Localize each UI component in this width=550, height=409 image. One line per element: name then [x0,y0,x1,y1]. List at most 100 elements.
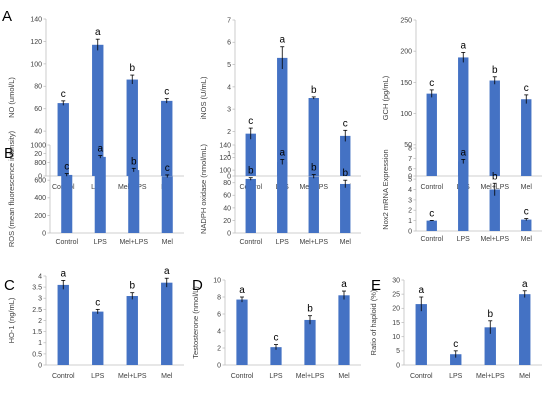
y-tick-label: 600 [34,178,46,185]
y-tick-label: 3 [227,107,231,114]
y-tick-label: 8 [217,294,221,301]
significance-label: a [95,27,101,38]
significance-label: b [311,85,317,96]
bar [450,354,462,365]
category-label: LPS [94,239,108,246]
y-tick-label: 80 [34,84,42,91]
y-tick-label: 0 [408,228,412,235]
category-label: Control [55,239,78,246]
bar [489,189,500,231]
significance-label: b [129,281,135,292]
y-tick-label: 3.5 [32,285,42,292]
y-tick-label: 6 [217,311,221,318]
y-tick-label: 0 [42,230,46,237]
bar [161,282,173,365]
category-label: Mel+LPS [480,236,509,243]
significance-label: b [492,65,498,76]
chart-nadph: 0 20 40 60 80 100 120 140 NADPH oxidase (nmol/mL… [199,142,361,246]
significance-label: b [487,309,493,320]
y-tick-label: 0 [396,362,400,369]
significance-label: a [460,147,466,158]
bar [458,161,469,231]
y-tick-label: 10 [392,334,400,341]
y-tick-label: 60 [34,106,42,113]
bar [340,135,351,176]
y-tick-label: 140 [30,16,42,23]
significance-label: c [524,207,529,218]
panel-letter-c: C [4,277,15,294]
significance-label: b [307,304,313,315]
bar [304,319,316,365]
bar [92,44,104,176]
y-tick-label: 25 [392,292,400,299]
y-tick-label: 4 [38,273,42,280]
significance-label: b [131,156,137,167]
chart-haploid: 0 5 10 15 20 25 30 Ratio of haploid (%) a Control… [369,277,542,380]
y-tick-label: 100 [30,61,42,68]
category-label: Mel [340,239,352,246]
y-tick-label: 100 [400,111,412,118]
category-label: Control [410,373,433,380]
y-tick-label: 1000 [30,142,46,149]
bar [277,161,288,233]
y-tick-label: 250 [400,17,412,24]
y-axis-title: Ratio of haploid (%) [369,289,378,355]
bar [340,183,351,233]
significance-label: a [279,35,285,46]
y-tick-label: 2 [408,208,412,215]
category-label: LPS [276,239,290,246]
category-label: Mel [338,373,350,380]
panel-letter-d: D [192,277,203,294]
bar [126,79,138,176]
y-tick-label: 200 [400,49,412,56]
bar [161,176,173,233]
category-label: Mel+LPS [476,373,505,380]
y-tick-label: 120 [219,155,231,162]
y-tick-label: 400 [34,195,46,202]
y-tick-label: 1 [38,340,42,347]
y-tick-label: 20 [223,218,231,225]
panel-letter-a: A [2,8,12,25]
y-tick-label: 20 [392,306,400,313]
y-axis-title: Nox2 mRNA Expression [381,149,390,229]
y-tick-label: 200 [34,213,46,220]
y-tick-label: 0 [38,362,42,369]
significance-label: c [274,333,279,344]
y-tick-label: 100 [219,168,231,175]
significance-label: c [61,89,66,100]
y-tick-label: 80 [223,180,231,187]
bar [61,174,73,233]
significance-label: c [453,339,458,350]
y-axis-title: ROS (mean fluorescence intensity) [7,130,16,247]
y-tick-label: 5 [396,348,400,355]
y-tick-label: 8 [408,145,412,152]
bar [57,284,69,365]
bar [94,156,106,233]
significance-label: c [343,118,348,129]
y-tick-label: 800 [34,160,46,167]
chart-ros: 0 200 400 600 800 1000 ROS (mean fluorescence … [7,130,184,247]
y-tick-label: 30 [392,277,400,284]
y-tick-label: 0 [227,230,231,237]
bar [426,93,437,176]
category-label: Control [239,239,262,246]
bar [521,219,532,231]
significance-label: a [279,147,285,158]
y-tick-label: 60 [223,193,231,200]
panel-letter-e: E [371,277,381,294]
significance-label: b [492,171,498,182]
bar [236,299,248,365]
chart-ho1: 0 0.5 1 1.5 2 2.5 3 3.5 4 HO-1 (ng/mL) a Control c LP… [7,266,184,380]
significance-label: a [418,285,424,296]
y-tick-label: 3 [408,197,412,204]
category-label: LPS [457,236,471,243]
chart-nox2: 0 1 2 3 4 5 6 7 8 Nox2 mRNA Expression c Control a LP… [381,145,542,243]
y-tick-label: 120 [30,39,42,46]
category-label: Control [52,373,75,380]
significance-label: a [97,144,103,155]
y-tick-label: 15 [392,320,400,327]
y-tick-label: 2 [217,345,221,352]
bar [245,178,256,233]
